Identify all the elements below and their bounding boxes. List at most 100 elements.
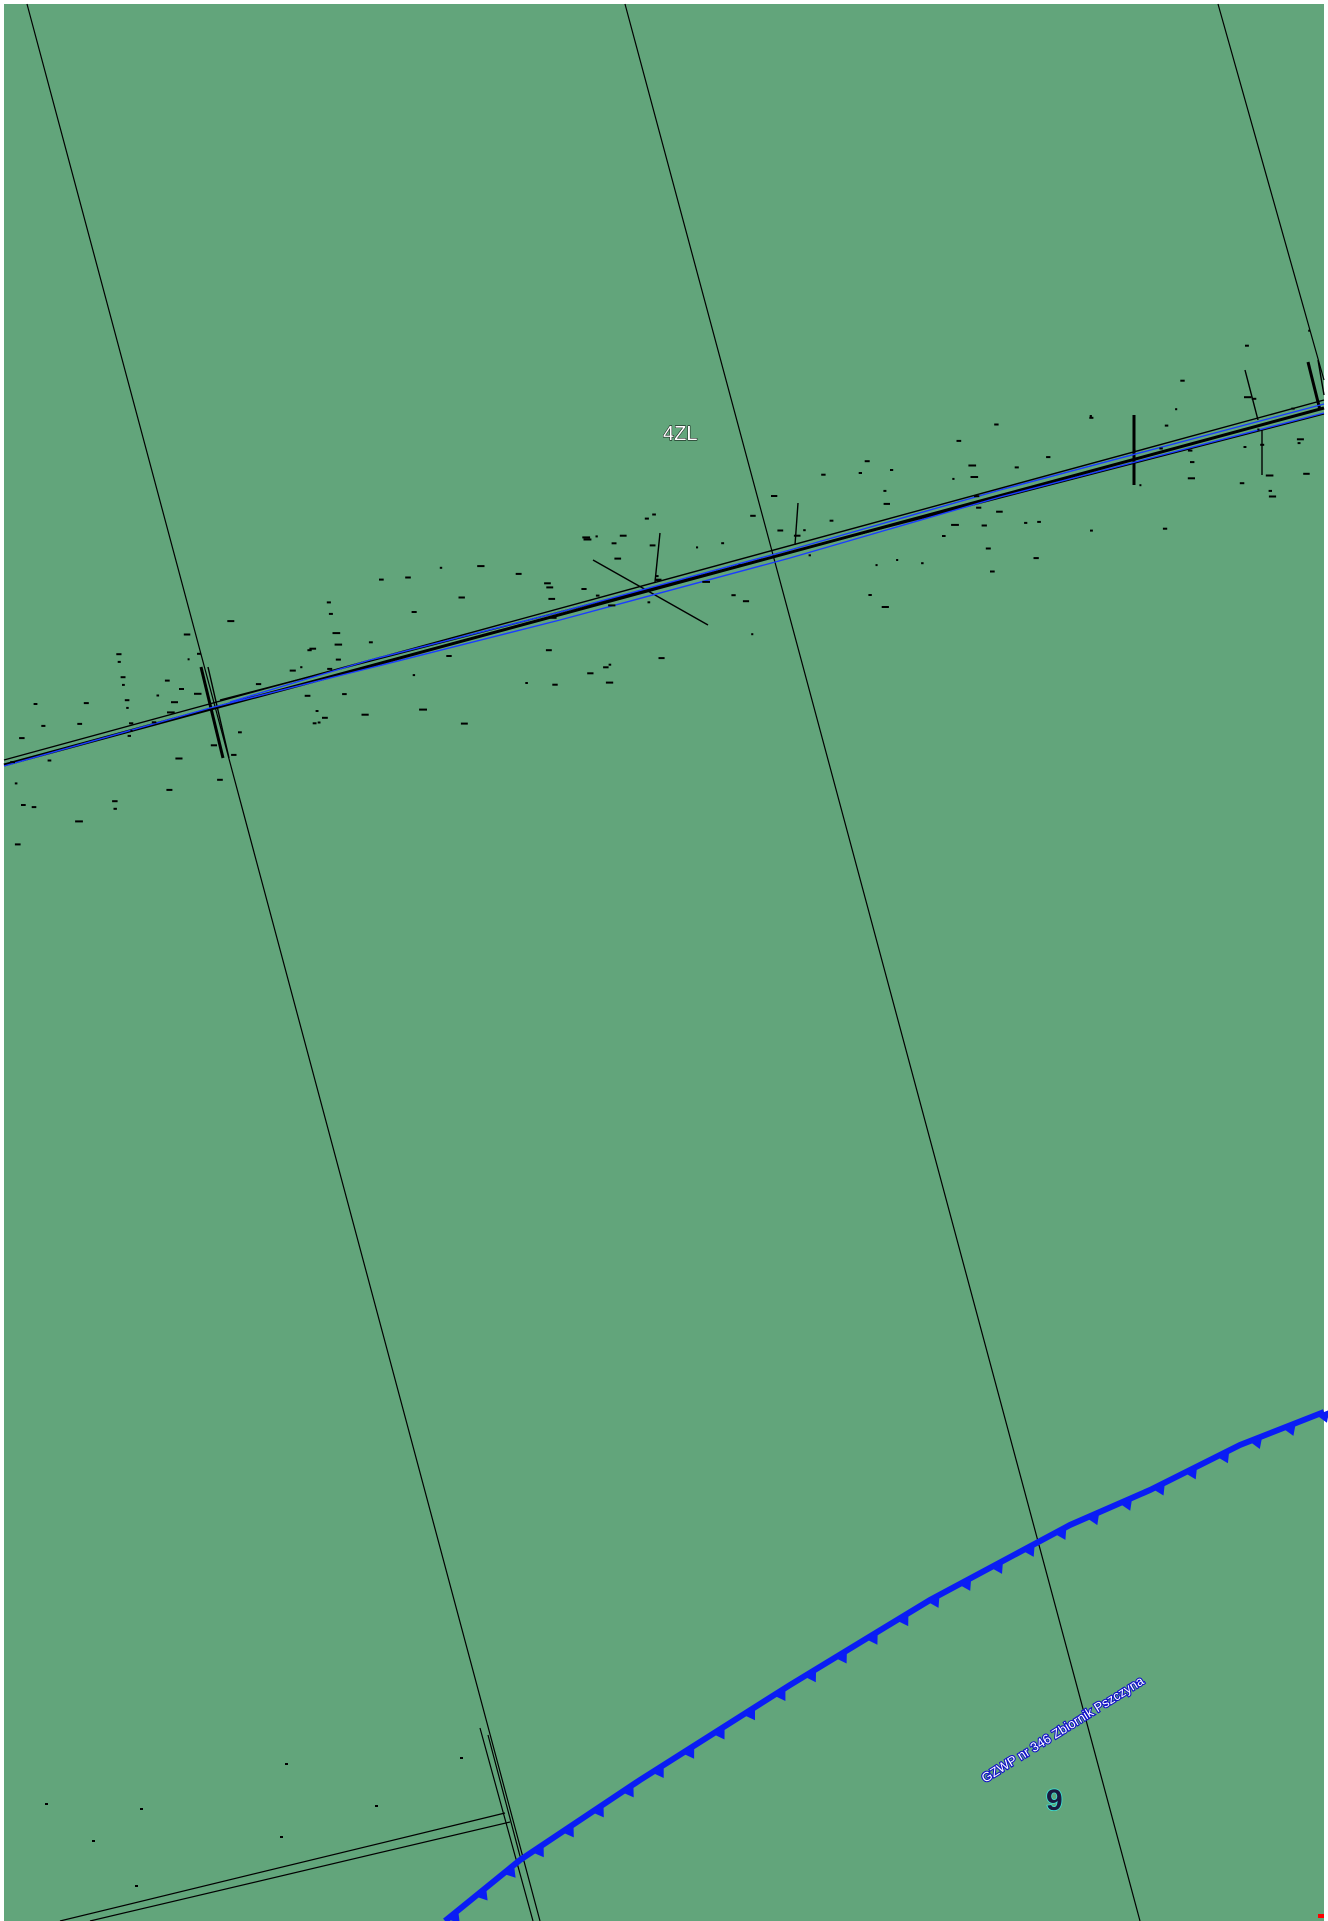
vegetation-symbol bbox=[550, 617, 556, 619]
vegetation-symbol bbox=[696, 546, 698, 548]
vegetation-symbol bbox=[285, 1763, 288, 1765]
vegetation-symbol bbox=[884, 503, 890, 505]
vegetation-symbol bbox=[645, 518, 649, 520]
vegetation-symbol bbox=[256, 683, 261, 685]
vegetation-symbol bbox=[1089, 417, 1093, 419]
vegetation-symbol bbox=[974, 495, 979, 497]
vegetation-symbol bbox=[75, 820, 83, 822]
vegetation-symbol bbox=[976, 507, 981, 509]
vegetation-symbol bbox=[652, 514, 656, 516]
vegetation-symbol bbox=[92, 1840, 95, 1842]
vegetation-symbol bbox=[659, 657, 665, 659]
vegetation-symbol bbox=[112, 800, 118, 802]
vegetation-symbol bbox=[868, 594, 871, 596]
vegetation-symbol bbox=[313, 722, 317, 724]
vegetation-symbol bbox=[1159, 448, 1162, 450]
vegetation-symbol bbox=[702, 581, 710, 583]
vegetation-symbol bbox=[446, 655, 451, 657]
vegetation-symbol bbox=[135, 1885, 138, 1887]
vegetation-symbol bbox=[743, 600, 749, 602]
vegetation-symbol bbox=[171, 701, 178, 703]
vegetation-symbol bbox=[890, 469, 893, 471]
vegetation-symbol bbox=[121, 676, 126, 678]
vegetation-symbol bbox=[721, 542, 724, 544]
vegetation-symbol bbox=[516, 573, 522, 575]
vegetation-symbol bbox=[217, 779, 223, 781]
vegetation-symbol bbox=[952, 478, 954, 480]
vegetation-symbol bbox=[140, 1808, 143, 1810]
vegetation-symbol bbox=[440, 567, 442, 569]
vegetation-symbol bbox=[128, 735, 131, 737]
vegetation-symbol bbox=[152, 721, 157, 723]
vegetation-symbol bbox=[1266, 475, 1274, 477]
number-label: 9 bbox=[1046, 1784, 1063, 1817]
vegetation-symbol bbox=[546, 649, 552, 651]
vegetation-symbol bbox=[48, 760, 52, 762]
vegetation-symbol bbox=[419, 709, 427, 711]
vegetation-symbol bbox=[971, 476, 979, 478]
vegetation-symbol bbox=[165, 680, 170, 682]
vegetation-symbol bbox=[125, 699, 130, 701]
vegetation-symbol bbox=[596, 535, 598, 537]
vegetation-symbol bbox=[77, 723, 82, 725]
vegetation-symbol bbox=[369, 641, 373, 643]
vegetation-symbol bbox=[84, 702, 89, 704]
vegetation-symbol bbox=[1297, 438, 1304, 440]
vegetation-symbol bbox=[739, 564, 742, 566]
vegetation-symbol bbox=[129, 722, 133, 724]
vegetation-symbol bbox=[1298, 442, 1301, 444]
vegetation-symbol bbox=[548, 598, 555, 600]
vegetation-symbol bbox=[1188, 450, 1193, 452]
vegetation-symbol bbox=[459, 597, 465, 599]
vegetation-symbol bbox=[809, 554, 811, 556]
vegetation-symbol bbox=[130, 730, 132, 732]
vegetation-symbol bbox=[648, 601, 651, 603]
vegetation-symbol bbox=[803, 529, 806, 531]
vegetation-symbol bbox=[882, 606, 889, 608]
vegetation-symbol bbox=[318, 722, 321, 724]
vegetation-symbol bbox=[1165, 425, 1169, 427]
parcel-label: 4ZL bbox=[663, 423, 697, 445]
vegetation-symbol bbox=[290, 670, 296, 672]
vegetation-symbol bbox=[157, 695, 160, 697]
vegetation-symbol bbox=[942, 535, 946, 537]
vegetation-symbol bbox=[994, 424, 998, 426]
vegetation-symbol bbox=[525, 682, 528, 684]
vegetation-symbol bbox=[990, 571, 995, 573]
vegetation-symbol bbox=[968, 465, 976, 467]
vegetation-symbol bbox=[587, 672, 593, 674]
vegetation-symbol bbox=[405, 577, 411, 579]
vegetation-symbol bbox=[362, 714, 369, 716]
vegetation-symbol bbox=[413, 674, 415, 676]
vegetation-symbol bbox=[327, 601, 331, 603]
vegetation-symbol bbox=[1139, 484, 1141, 486]
vegetation-symbol bbox=[1188, 477, 1195, 479]
vegetation-symbol bbox=[982, 525, 987, 527]
vegetation-symbol bbox=[750, 515, 756, 517]
vegetation-symbol bbox=[477, 565, 484, 567]
vegetation-symbol bbox=[859, 472, 862, 474]
vegetation-symbol bbox=[126, 707, 129, 709]
vegetation-symbol bbox=[335, 644, 343, 646]
vegetation-symbol bbox=[327, 668, 332, 670]
vegetation-symbol bbox=[1046, 456, 1050, 458]
vegetation-symbol bbox=[1175, 408, 1177, 410]
vegetation-symbol bbox=[34, 703, 38, 705]
vegetation-symbol bbox=[15, 782, 18, 784]
vegetation-symbol bbox=[375, 1805, 378, 1807]
vegetation-symbol bbox=[122, 684, 125, 686]
vegetation-symbol bbox=[379, 579, 384, 581]
vegetation-symbol bbox=[329, 613, 333, 615]
vegetation-symbol bbox=[15, 843, 21, 845]
vegetation-symbol bbox=[280, 1836, 283, 1838]
vegetation-symbol bbox=[19, 737, 25, 739]
vegetation-symbol bbox=[305, 695, 311, 697]
vegetation-symbol bbox=[584, 539, 592, 541]
vegetation-symbol bbox=[876, 564, 878, 566]
vegetation-symbol bbox=[461, 723, 468, 725]
vegetation-symbol bbox=[751, 633, 753, 635]
vegetation-symbol bbox=[1291, 408, 1294, 410]
vegetation-symbol bbox=[194, 693, 202, 695]
